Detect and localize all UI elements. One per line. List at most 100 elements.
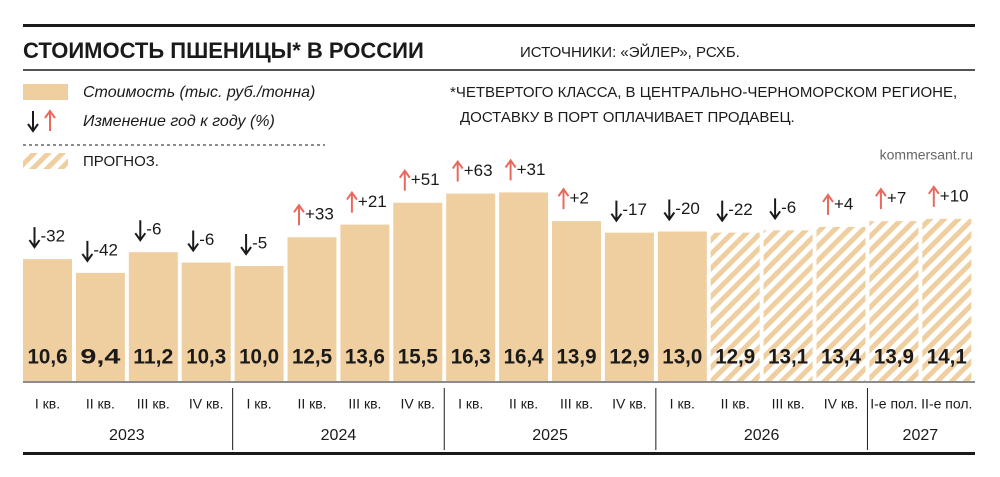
value-label: 13,6 — [345, 346, 385, 369]
x-tick-label: IV кв. — [612, 396, 647, 412]
change-label: +33 — [305, 205, 334, 224]
group-label: 2026 — [744, 427, 780, 444]
x-tick-label: I-е пол. — [870, 396, 917, 412]
change-arrow — [346, 190, 358, 213]
value-label: 12,9 — [609, 346, 649, 369]
bar — [23, 259, 72, 381]
value-label: 13,1 — [768, 346, 808, 369]
x-tick-label: I кв. — [246, 396, 271, 412]
bar — [128, 252, 178, 381]
bar — [340, 224, 390, 381]
value-label: 15,5 — [398, 346, 438, 369]
bar — [763, 230, 813, 381]
value-label: 13,0 — [662, 346, 702, 369]
site: kommersant.ru — [880, 147, 973, 163]
change-arrow — [927, 185, 940, 207]
change-label: -42 — [93, 240, 118, 259]
legend-label: Изменение год к году (%) — [83, 113, 275, 130]
value-label: 10,6 — [28, 346, 68, 369]
group-label: 2023 — [109, 427, 145, 444]
bar — [393, 202, 443, 381]
bar — [922, 218, 972, 381]
legend-swatch — [23, 84, 68, 100]
value-label: 10,3 — [186, 346, 226, 369]
change-arrow — [822, 193, 834, 215]
bar — [604, 232, 654, 381]
change-label: +31 — [517, 160, 546, 179]
change-label: -6 — [146, 220, 161, 239]
change-label: +7 — [887, 189, 906, 208]
change-label: -32 — [41, 227, 66, 246]
change-label: +51 — [411, 170, 440, 189]
change-arrow — [610, 200, 623, 223]
bar — [869, 221, 919, 381]
change-label: -6 — [781, 198, 796, 217]
group-label: 2027 — [903, 427, 939, 444]
bar — [234, 266, 284, 381]
change-arrow — [293, 203, 305, 226]
change-label: -6 — [199, 230, 214, 249]
value-label: 16,4 — [504, 346, 544, 369]
x-tick-label: I кв. — [670, 396, 695, 412]
legend-up-arrow — [44, 109, 56, 131]
x-tick-label: IV кв. — [189, 396, 224, 412]
x-tick-label: I кв. — [458, 396, 483, 412]
bar — [75, 272, 125, 381]
change-label: -5 — [252, 233, 267, 252]
top-rule — [23, 24, 975, 27]
change-label: +21 — [358, 192, 387, 211]
group-label: 2025 — [532, 427, 568, 444]
change-arrow — [663, 199, 676, 222]
x-tick-label: II кв. — [721, 396, 750, 412]
x-tick-label: III кв. — [560, 396, 593, 412]
chart-title: СТОИМОСТЬ ПШЕНИЦЫ* В РОССИИ — [23, 38, 424, 63]
value-label: 13,4 — [821, 346, 861, 369]
change-arrow — [451, 159, 464, 182]
change-label: +63 — [464, 161, 493, 180]
change-label: -20 — [675, 199, 700, 218]
change-arrow — [504, 158, 517, 181]
footnote: ДОСТАВКУ В ПОРТ ОПЛАЧИВАЕТ ПРОДАВЕЦ. — [460, 109, 795, 126]
change-arrow — [398, 169, 411, 191]
change-arrow — [240, 234, 252, 256]
legend-swatch-forecast — [23, 153, 68, 169]
value-label: 13,9 — [557, 346, 597, 369]
bar — [657, 231, 707, 381]
x-tick-label: III кв. — [137, 396, 170, 412]
value-label: 10,0 — [239, 346, 279, 369]
x-tick-label: IV кв. — [824, 396, 859, 412]
change-label: +10 — [940, 186, 969, 205]
value-label: 12,9 — [715, 346, 755, 369]
change-arrow — [187, 230, 200, 253]
x-tick-label: II кв. — [86, 396, 115, 412]
change-label: +4 — [834, 194, 853, 213]
change-arrow — [716, 200, 729, 223]
value-label: 14,1 — [927, 346, 967, 369]
bar — [710, 232, 760, 381]
change-label: -22 — [728, 200, 753, 219]
bottom-rule — [23, 452, 975, 455]
footnote: *ЧЕТВЕРТОГО КЛАССА, В ЦЕНТРАЛЬНО-ЧЕРНОМО… — [450, 84, 957, 101]
change-arrow — [769, 198, 781, 221]
value-label: 9,4 — [80, 346, 120, 369]
x-tick-label: III кв. — [348, 396, 381, 412]
value-label: 12,5 — [292, 346, 332, 369]
source: ИСТОЧНИКИ: «ЭЙЛЕР», РСХБ. — [520, 43, 740, 61]
bar — [816, 226, 866, 381]
change-arrow — [81, 240, 94, 263]
change-arrow — [557, 187, 570, 210]
x-tick-label: II кв. — [297, 396, 326, 412]
value-label: 11,2 — [133, 346, 173, 369]
x-tick-label: II-е пол. — [921, 396, 972, 412]
value-label: 13,9 — [874, 346, 914, 369]
bar — [181, 262, 231, 381]
legend-label: Стоимость (тыс. руб./тонна) — [83, 84, 315, 101]
x-tick-label: IV кв. — [401, 396, 436, 412]
change-label: -17 — [622, 200, 647, 219]
x-tick-label: I кв. — [35, 396, 60, 412]
bar — [499, 192, 549, 381]
legend-label: ПРОГНОЗ. — [83, 153, 159, 170]
change-label: +2 — [570, 189, 589, 208]
x-tick-label: III кв. — [772, 396, 805, 412]
